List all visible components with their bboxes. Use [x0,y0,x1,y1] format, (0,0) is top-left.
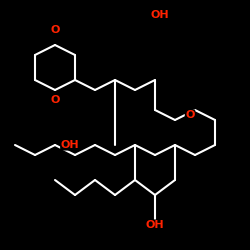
Text: OH: OH [151,10,169,20]
Text: OH: OH [146,220,164,230]
Text: O: O [50,95,60,105]
Text: O: O [50,25,60,35]
Text: O: O [185,110,195,120]
Text: OH: OH [61,140,79,150]
